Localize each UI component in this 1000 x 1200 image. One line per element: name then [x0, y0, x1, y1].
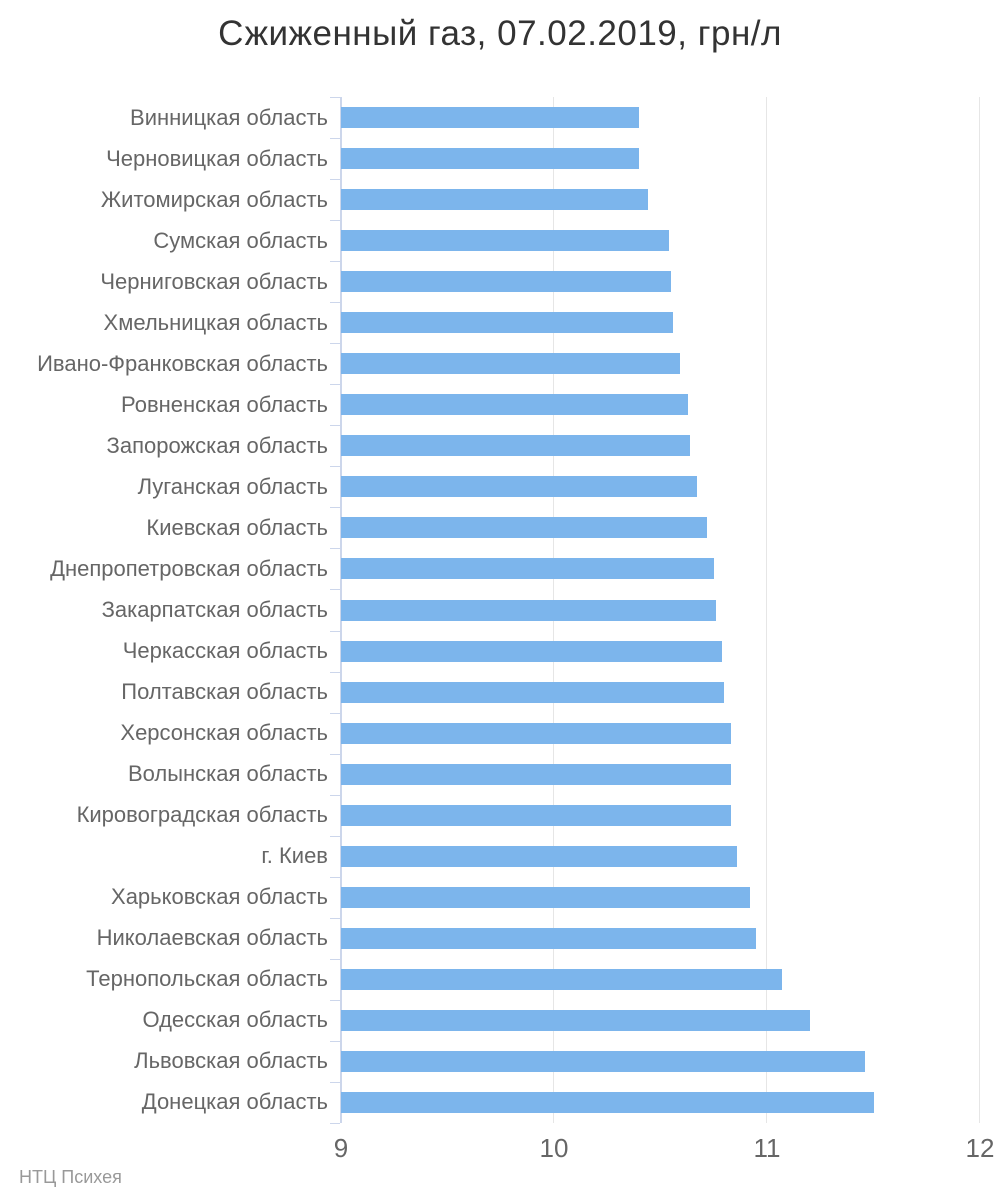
- value-axis-label-12: 12: [965, 1133, 995, 1163]
- bar-1[interactable]: [341, 107, 640, 129]
- bar-18[interactable]: [341, 804, 731, 826]
- category-tick: [330, 548, 340, 549]
- bar-2[interactable]: [341, 148, 640, 170]
- category-label: Одесская область: [142, 1007, 328, 1033]
- category-tick: [330, 754, 340, 755]
- category-tick: [330, 836, 340, 837]
- bar-3[interactable]: [341, 189, 648, 211]
- category-label: г. Киев: [261, 843, 328, 869]
- category-tick: [330, 302, 340, 303]
- category-label: Харьковская область: [111, 884, 328, 910]
- category-label: Волынская область: [127, 761, 328, 787]
- bar-15[interactable]: [341, 681, 725, 703]
- category-label: Кировоградская область: [76, 802, 328, 828]
- category-tick: [330, 918, 340, 919]
- category-tick: [330, 466, 340, 467]
- bar-10[interactable]: [341, 476, 697, 498]
- plot-area: [330, 97, 980, 1124]
- category-tick: [330, 713, 340, 714]
- category-tick: [330, 631, 340, 632]
- category-label: Днепропетровская область: [50, 555, 328, 581]
- category-label: Сумская область: [153, 227, 328, 253]
- category-tick: [330, 959, 340, 960]
- bar-24[interactable]: [341, 1050, 865, 1072]
- category-tick: [330, 384, 340, 385]
- category-label: Николаевская область: [96, 925, 328, 951]
- category-tick: [330, 261, 340, 262]
- category-tick: [330, 507, 340, 508]
- category-label: Хмельницкая область: [103, 309, 328, 335]
- category-label: Донецкая область: [141, 1089, 328, 1115]
- gridline-11: [766, 97, 767, 1123]
- category-tick: [330, 1082, 340, 1083]
- bar-16[interactable]: [341, 722, 731, 744]
- category-tick: [330, 220, 340, 221]
- bar-11[interactable]: [341, 517, 708, 539]
- category-tick: [330, 138, 340, 139]
- category-label: Житомирская область: [100, 186, 328, 212]
- bar-17[interactable]: [341, 763, 731, 785]
- category-label: Запорожская область: [106, 432, 328, 458]
- category-tick: [330, 1123, 340, 1124]
- category-tick: [330, 425, 340, 426]
- chart-title: Сжиженный газ, 07.02.2019, грн/л: [218, 14, 782, 53]
- category-tick: [330, 1041, 340, 1042]
- bar-8[interactable]: [341, 394, 689, 416]
- category-label: Херсонская область: [120, 720, 328, 746]
- category-label: Ровненская область: [121, 391, 328, 417]
- category-tick: [330, 672, 340, 673]
- bar-4[interactable]: [341, 230, 670, 252]
- bar-23[interactable]: [341, 1009, 810, 1031]
- category-tick: [330, 343, 340, 344]
- category-label: Полтавская область: [121, 679, 328, 705]
- category-label: Черновицкая область: [106, 145, 328, 171]
- bar-6[interactable]: [341, 312, 674, 334]
- bar-19[interactable]: [341, 845, 738, 867]
- category-label: Черкасская область: [122, 638, 328, 664]
- bar-22[interactable]: [341, 968, 782, 990]
- value-axis-labels: 9 10 11 12: [334, 1133, 995, 1169]
- value-axis-label-9: 9: [333, 1133, 349, 1163]
- bar-7[interactable]: [341, 353, 680, 375]
- category-tick: [330, 1000, 340, 1001]
- category-label: Закарпатская область: [101, 596, 328, 622]
- category-label: Луганская область: [137, 473, 328, 499]
- category-label: Киевская область: [146, 514, 328, 540]
- category-tick: [330, 97, 340, 98]
- value-axis-label-11: 11: [753, 1133, 781, 1163]
- value-axis-label-10: 10: [539, 1133, 569, 1163]
- category-label: Тернопольская область: [86, 966, 328, 992]
- gridline-12: [979, 97, 980, 1123]
- category-label: Ивано-Франковская область: [37, 350, 328, 376]
- bar-20[interactable]: [341, 886, 750, 908]
- bar-21[interactable]: [341, 927, 757, 949]
- category-tick: [330, 589, 340, 590]
- bar-5[interactable]: [341, 271, 672, 293]
- bar-14[interactable]: [341, 640, 723, 662]
- category-label: Винницкая область: [130, 104, 328, 130]
- credits-label: НТЦ Психея: [19, 1167, 122, 1187]
- category-label: Львовская область: [134, 1048, 328, 1074]
- category-tick: [330, 179, 340, 180]
- category-tick: [330, 877, 340, 878]
- category-tick: [330, 795, 340, 796]
- bar-25[interactable]: [341, 1091, 874, 1113]
- bar-12[interactable]: [341, 558, 714, 580]
- bar-9[interactable]: [341, 435, 691, 457]
- category-axis-labels: Винницкая область Черновицкая область Жито…: [0, 97, 328, 1123]
- bar-13[interactable]: [341, 599, 716, 621]
- category-label: Черниговская область: [100, 268, 328, 294]
